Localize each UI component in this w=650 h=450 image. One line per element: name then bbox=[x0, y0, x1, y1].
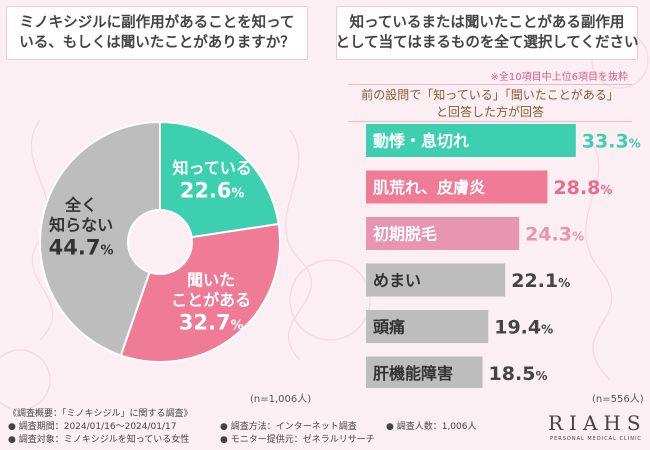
bar-value-5: 18.5% bbox=[489, 363, 548, 385]
bar-label-5: 肝機能障害 bbox=[373, 364, 453, 383]
bar-1 bbox=[366, 170, 548, 204]
bar-label-2: 初期脱毛 bbox=[373, 225, 437, 244]
donut-label-1-0: 聞いた bbox=[187, 270, 235, 289]
bar-label-1: 肌荒れ、皮膚炎 bbox=[373, 178, 485, 197]
left-question-box: ミノキシジルに副作用があることを知って いる、もしくは聞いたことがありますか？ bbox=[6, 6, 308, 60]
donut-slice-2 bbox=[39, 120, 161, 357]
bar-value-0: 33.3% bbox=[582, 131, 641, 153]
donut-value-2: 44.7% bbox=[49, 236, 114, 260]
bar-label-4: 頭痛 bbox=[373, 318, 405, 337]
logo-text: RIAHS bbox=[548, 411, 647, 435]
bar-3 bbox=[366, 263, 506, 297]
bar-2 bbox=[366, 217, 520, 250]
right-question-box: 知っているまたは聞いたことがある副作用 として当てはまるものを全て選択してくださ… bbox=[336, 6, 638, 60]
bar-label-0: 動悸・息切れ bbox=[373, 132, 469, 151]
donut-label-0-0: 知っている bbox=[173, 158, 252, 177]
bar-chart: 動悸・息切れ 33.3% 肌荒れ、皮膚炎 28.8% 初期脱毛 24.3% めまい 22.1%… bbox=[366, 124, 641, 388]
donut-slice-0 bbox=[159, 120, 280, 239]
bar-value-2: 24.3% bbox=[525, 224, 584, 246]
bar-4 bbox=[366, 310, 489, 343]
bar-value-3: 22.1% bbox=[511, 270, 570, 292]
footer-count: ● 調査人数：1,006人 bbox=[386, 422, 477, 432]
bar-0 bbox=[366, 124, 576, 157]
right-sample-size: (n=556人) bbox=[592, 394, 644, 405]
footer-period: ● 調査期間：2024/01/16〜2024/01/17 bbox=[8, 422, 177, 432]
footer-heading: 《調査概要：「ミノキシジル」に関する調査》 bbox=[8, 409, 193, 419]
donut-value-0: 22.6% bbox=[180, 178, 245, 202]
right-question-line-1: 知っているまたは聞いたことがある副作用 bbox=[349, 15, 625, 31]
footer-method: ● 調査方法：インターネット調査 bbox=[220, 422, 357, 432]
logo-subtext: PERSONAL MEDICAL CLINIC bbox=[550, 436, 642, 442]
donut-slice-1 bbox=[119, 222, 281, 363]
bar-value-1: 28.8% bbox=[553, 177, 612, 199]
bar-5 bbox=[366, 356, 483, 388]
subtitle-line-2: と回答した方が回答 bbox=[435, 105, 544, 119]
donut-value-1: 32.7% bbox=[179, 310, 244, 334]
clinic-logo: RIAHS PERSONAL MEDICAL CLINIC bbox=[548, 412, 644, 442]
bar-value-4: 19.4% bbox=[494, 317, 553, 339]
subtitle-line-1: 前の設問で「知っている」「聞いたことがある」 bbox=[361, 88, 619, 102]
footer-target: ● 調査対象：ミノキシジルを知っている女性 bbox=[8, 435, 190, 445]
left-question-line-1: ミノキシジルに副作用があることを知って bbox=[19, 15, 295, 31]
donut-label-2-1: 知らない bbox=[49, 216, 113, 235]
donut-label-2-0: 全く bbox=[64, 196, 97, 215]
left-question-line-2: いる、もしくは聞いたことがありますか？ bbox=[19, 35, 295, 51]
right-question-line-2: として当てはまるものを全て選択してください bbox=[335, 35, 639, 51]
left-sample-size: (n=1,006人) bbox=[250, 394, 312, 405]
donut-label-1-1: ことがある bbox=[171, 290, 251, 309]
excerpt-note: ※全10項目中上位6項目を抜粋 bbox=[490, 72, 628, 83]
respondent-subtitle: 前の設問で「知っている」「聞いたことがある」 と回答した方が回答 bbox=[348, 84, 632, 122]
footer-provider: ● モニター提供元：ゼネラルリサーチ bbox=[220, 435, 375, 445]
bar-label-3: めまい bbox=[373, 271, 421, 290]
